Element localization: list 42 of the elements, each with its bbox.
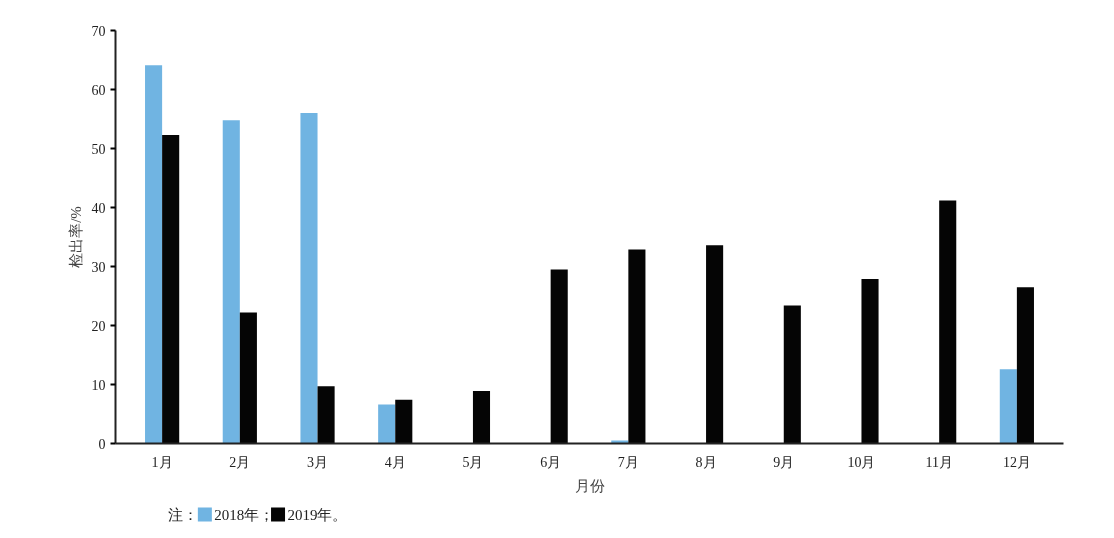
legend-label: 2018年；	[214, 506, 275, 523]
bar	[378, 404, 396, 444]
y-tick-label: 40	[91, 200, 106, 216]
x-tick-label: 7月	[617, 454, 639, 470]
bar	[550, 269, 568, 444]
legend-label: 2019年。	[287, 506, 348, 523]
bar	[861, 278, 879, 444]
bar	[239, 312, 257, 444]
bar	[395, 399, 413, 444]
x-tick-label: 2月	[229, 454, 251, 470]
x-tick-label: 9月	[773, 454, 795, 470]
x-tick-label: 10月	[847, 454, 876, 470]
y-tick-label: 60	[91, 82, 106, 98]
x-axis-title: 月份	[574, 477, 605, 494]
bar	[1016, 287, 1034, 444]
bar	[628, 249, 646, 444]
x-tick-label: 6月	[540, 454, 562, 470]
y-tick-label: 50	[91, 141, 106, 157]
x-tick-label: 1月	[151, 454, 173, 470]
bar	[783, 305, 801, 444]
y-tick-label: 20	[91, 318, 106, 334]
x-tick-label: 3月	[307, 454, 329, 470]
bar	[939, 200, 957, 444]
x-tick-label: 5月	[462, 454, 484, 470]
x-tick-label: 8月	[695, 454, 717, 470]
x-tick-label: 4月	[384, 454, 406, 470]
bar	[317, 386, 335, 444]
y-tick-label: 10	[91, 377, 106, 393]
bar	[472, 390, 491, 444]
x-tick-label: 12月	[1002, 454, 1031, 470]
x-tick-label: 11月	[925, 454, 953, 470]
bar	[162, 134, 180, 444]
bar	[222, 120, 240, 444]
bar	[145, 65, 163, 444]
bar	[999, 369, 1017, 444]
y-tick-label: 0	[98, 436, 106, 452]
y-tick-label: 70	[91, 23, 106, 39]
bar	[300, 113, 318, 444]
bar	[706, 245, 724, 444]
text: 注：	[168, 506, 199, 523]
y-axis-title: 检出率/%	[67, 206, 84, 268]
y-tick-label: 30	[91, 259, 106, 275]
